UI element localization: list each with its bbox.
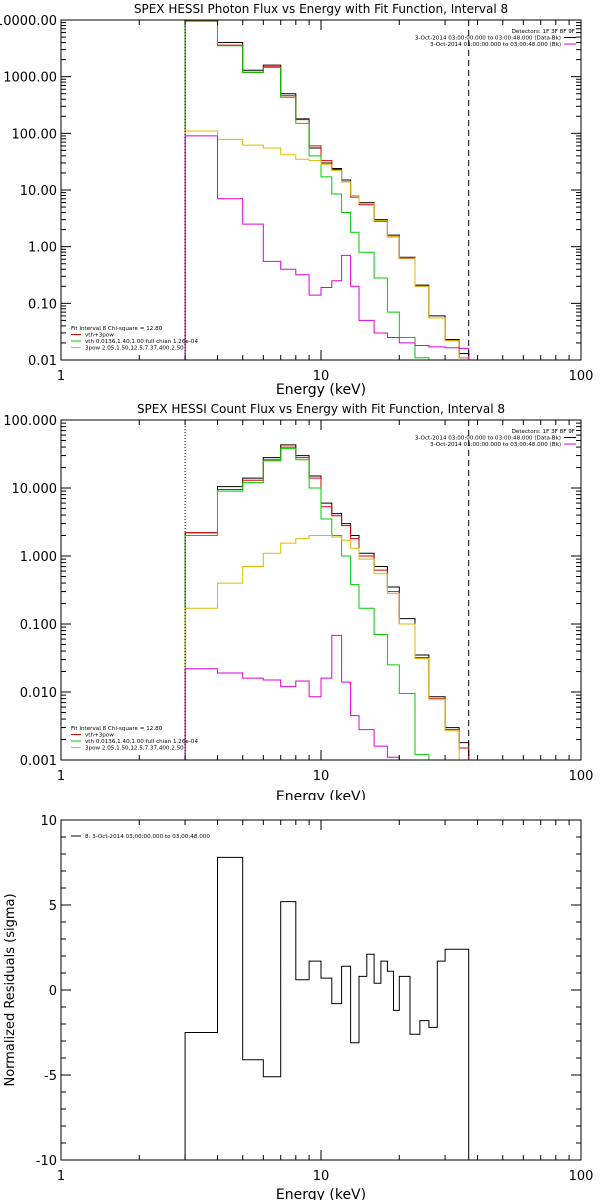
series-group [184, 20, 470, 360]
series-line-3 [184, 130, 470, 360]
y-tick-label: 10.00 [20, 184, 57, 199]
header-line: 3-Oct-2014 03:00:00.000 to 03:00:48.000 … [415, 436, 561, 442]
series-line-1 [184, 446, 470, 760]
x-tick-label: 1 [57, 1169, 65, 1184]
count-flux-chart: SPEX HESSI Count Flux vs Energy with Fit… [3, 402, 594, 800]
series-line-0 [184, 20, 470, 360]
plot-frame [60, 819, 582, 1161]
series-group [184, 856, 470, 1160]
legend-header: Fit Interval 8 Chi-square = 12.80 [71, 326, 163, 332]
residuals-chart: 1 10 100 -10 -5 0 5 10 Energy (keV) Normalized Re… [3, 814, 594, 1200]
y-tick-label: 1000.00 [3, 71, 57, 86]
y-tick-label: -10 [36, 1154, 57, 1169]
y-tick-label: -5 [44, 1069, 57, 1084]
series-line-2 [184, 448, 470, 760]
series-line-1 [184, 20, 470, 360]
series-group [184, 444, 470, 760]
x-tick-label: 1 [57, 769, 65, 784]
x-tick-label: 10 [313, 1169, 330, 1184]
series-line-4 [184, 634, 470, 760]
series-line-0 [184, 444, 470, 760]
photon-flux-chart: SPEX HESSI Photon Flux vs Energy with Fi… [0, 2, 594, 398]
y-tick-label: 0.01 [28, 354, 57, 369]
y-tick-label: 1.000 [20, 550, 57, 565]
header-line: 3-Oct-2014 03:00:00.000 to 03:00:48.000 … [415, 36, 561, 42]
y-tick-label: 0.010 [20, 686, 57, 701]
y-tick-label: 10.000 [12, 482, 58, 497]
chart-title: SPEX HESSI Count Flux vs Energy with Fit… [137, 402, 505, 416]
legend-label: vth+3pow [85, 333, 114, 339]
legend-label: 8. 3-Oct-2014 03:00:00.000 to 03:00:48.0… [85, 834, 210, 840]
x-tick-label: 1 [57, 369, 65, 384]
legend-label: vth+3pow [85, 733, 114, 739]
header-line: 3-Oct-2014 03:00:00.000 to 03:00:48.000 … [430, 42, 561, 48]
x-tick-label: 100 [569, 369, 594, 384]
series-line-4 [184, 135, 470, 360]
header-line: Detectors: 1F 3F 8F 9F [512, 29, 575, 35]
y-tick-label: 10 [40, 814, 57, 829]
legend-label: 3pow 2.05,1.50,12.5,7.37,400,2.50 [85, 346, 184, 352]
y-tick-label: 0 [49, 984, 57, 999]
plot-frame [60, 419, 582, 761]
series-line-2 [184, 20, 470, 360]
y-tick-label: 100.00 [12, 127, 58, 142]
x-tick-label: 100 [569, 1169, 594, 1184]
plot-frame [60, 19, 582, 361]
y-tick-label: 10000.00 [0, 14, 57, 29]
legend-label: vth 0.0136,1.40,1.00 full chian 1.26e-04 [85, 339, 198, 345]
y-tick-label: 5 [49, 899, 57, 914]
y-tick-label: 0.100 [20, 618, 57, 633]
chart-title: SPEX HESSI Photon Flux vs Energy with Fi… [134, 2, 508, 16]
x-axis-title: Energy (keV) [276, 1187, 366, 1200]
series-line-0 [184, 856, 470, 1160]
series-line-3 [184, 535, 470, 760]
x-tick-label: 100 [569, 769, 594, 784]
legend-label: vth 0.0136,1.40,1.00 full chian 1.26e-04 [85, 739, 198, 745]
y-tick-label: 1.00 [28, 241, 57, 256]
y-tick-label: 0.001 [20, 754, 57, 769]
x-axis-title: Energy (keV) [276, 789, 366, 800]
x-tick-label: 10 [313, 769, 330, 784]
x-tick-label: 10 [313, 369, 330, 384]
legend-header: Fit Interval 8 Chi-square = 12.80 [71, 726, 163, 732]
header-line: Detectors: 1F 3F 8F 9F [512, 429, 575, 435]
y-tick-label: 0.10 [28, 297, 57, 312]
y-tick-label: 100.000 [3, 414, 57, 429]
legend-label: 3pow 2.05,1.50,12.5,7.37,400,2.50 [85, 746, 184, 752]
y-axis-title: Normalized Residuals (sigma) [3, 893, 18, 1086]
header-line: 3-Oct-2014 03:00:00.000 to 03:00:48.000 … [430, 442, 561, 448]
x-axis-title: Energy (keV) [276, 382, 366, 398]
